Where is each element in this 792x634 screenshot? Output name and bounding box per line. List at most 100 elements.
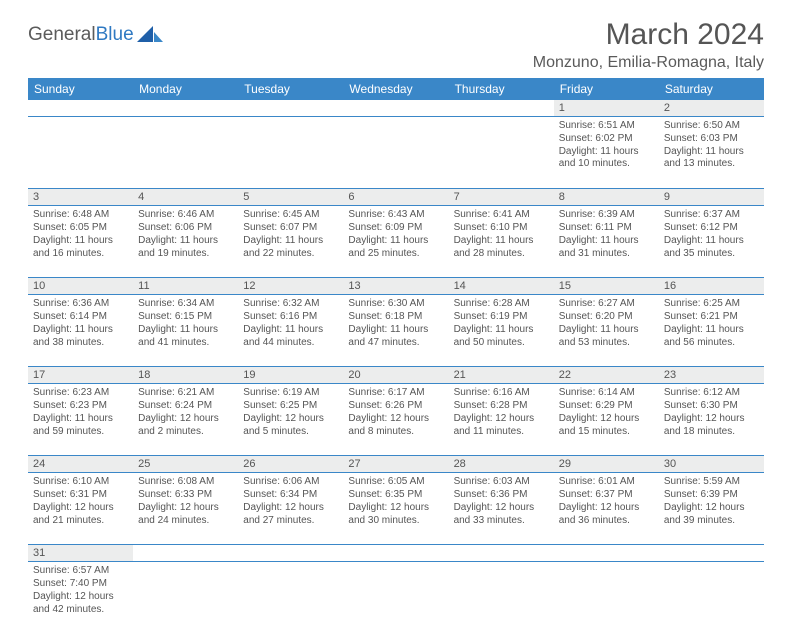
day1-text: Daylight: 12 hours [454, 502, 549, 515]
day-cell-14: Sunrise: 6:28 AMSunset: 6:19 PMDaylight:… [449, 295, 554, 367]
day2-text: and 13 minutes. [664, 158, 759, 171]
day1-text: Daylight: 11 hours [454, 324, 549, 337]
day1-text: Daylight: 11 hours [33, 324, 128, 337]
sunset-text: Sunset: 6:10 PM [454, 222, 549, 235]
day2-text: and 42 minutes. [33, 604, 128, 617]
day2-text: and 18 minutes. [664, 426, 759, 439]
sunset-text: Sunset: 6:37 PM [559, 489, 654, 502]
day-cell-8: Sunrise: 6:39 AMSunset: 6:11 PMDaylight:… [554, 206, 659, 278]
empty-daynum [238, 100, 343, 117]
sunset-text: Sunset: 6:11 PM [559, 222, 654, 235]
day2-text: and 39 minutes. [664, 515, 759, 528]
day-number-29: 29 [554, 456, 659, 473]
sunrise-text: Sunrise: 6:30 AM [348, 298, 443, 311]
sunset-text: Sunset: 6:09 PM [348, 222, 443, 235]
sunrise-text: Sunrise: 6:46 AM [138, 209, 233, 222]
logo-text-general: General [28, 24, 96, 46]
day-number-24: 24 [28, 456, 133, 473]
sunset-text: Sunset: 6:19 PM [454, 311, 549, 324]
daynum-row: 17181920212223 [28, 367, 764, 384]
day1-text: Daylight: 12 hours [664, 502, 759, 515]
day-number-30: 30 [659, 456, 764, 473]
day2-text: and 27 minutes. [243, 515, 338, 528]
day1-text: Daylight: 12 hours [243, 502, 338, 515]
sunset-text: Sunset: 6:14 PM [33, 311, 128, 324]
empty-daynum [343, 100, 448, 117]
empty-cell [133, 562, 238, 634]
day-cell-7: Sunrise: 6:41 AMSunset: 6:10 PMDaylight:… [449, 206, 554, 278]
sunset-text: Sunset: 6:24 PM [138, 400, 233, 413]
sail-icon [137, 24, 163, 42]
day-cell-28: Sunrise: 6:03 AMSunset: 6:36 PMDaylight:… [449, 473, 554, 545]
day1-text: Daylight: 11 hours [559, 324, 654, 337]
day1-text: Daylight: 11 hours [559, 235, 654, 248]
day-number-19: 19 [238, 367, 343, 384]
day2-text: and 25 minutes. [348, 248, 443, 261]
day-cell-5: Sunrise: 6:45 AMSunset: 6:07 PMDaylight:… [238, 206, 343, 278]
day2-text: and 38 minutes. [33, 337, 128, 350]
day1-text: Daylight: 11 hours [348, 235, 443, 248]
sunset-text: Sunset: 6:15 PM [138, 311, 233, 324]
day1-text: Daylight: 12 hours [138, 413, 233, 426]
sunset-text: Sunset: 6:07 PM [243, 222, 338, 235]
day-number-17: 17 [28, 367, 133, 384]
day1-text: Daylight: 12 hours [138, 502, 233, 515]
sunrise-text: Sunrise: 6:27 AM [559, 298, 654, 311]
empty-cell [659, 562, 764, 634]
sunrise-text: Sunrise: 6:14 AM [559, 387, 654, 400]
day2-text: and 22 minutes. [243, 248, 338, 261]
sunset-text: Sunset: 6:36 PM [454, 489, 549, 502]
day1-text: Daylight: 11 hours [348, 324, 443, 337]
sunrise-text: Sunrise: 6:36 AM [33, 298, 128, 311]
empty-daynum [28, 100, 133, 117]
empty-cell [238, 117, 343, 189]
empty-cell [554, 562, 659, 634]
day2-text: and 10 minutes. [559, 158, 654, 171]
day-cell-16: Sunrise: 6:25 AMSunset: 6:21 PMDaylight:… [659, 295, 764, 367]
day-number-11: 11 [133, 278, 238, 295]
empty-daynum [238, 545, 343, 562]
day-number-7: 7 [449, 189, 554, 206]
day-number-9: 9 [659, 189, 764, 206]
sunset-text: Sunset: 6:03 PM [664, 133, 759, 146]
empty-cell [28, 117, 133, 189]
calendar-table: SundayMondayTuesdayWednesdayThursdayFrid… [28, 78, 764, 634]
day2-text: and 53 minutes. [559, 337, 654, 350]
daynum-row: 3456789 [28, 189, 764, 206]
day2-text: and 28 minutes. [454, 248, 549, 261]
sunrise-text: Sunrise: 6:32 AM [243, 298, 338, 311]
sunrise-text: Sunrise: 6:08 AM [138, 476, 233, 489]
day-number-10: 10 [28, 278, 133, 295]
sunset-text: Sunset: 6:25 PM [243, 400, 338, 413]
sunrise-text: Sunrise: 5:59 AM [664, 476, 759, 489]
day-cell-29: Sunrise: 6:01 AMSunset: 6:37 PMDaylight:… [554, 473, 659, 545]
day1-text: Daylight: 11 hours [243, 235, 338, 248]
calendar-body: 12 Sunrise: 6:51 AMSunset: 6:02 PMDayligh… [28, 100, 764, 634]
day-cell-26: Sunrise: 6:06 AMSunset: 6:34 PMDaylight:… [238, 473, 343, 545]
day-number-16: 16 [659, 278, 764, 295]
sunset-text: Sunset: 6:02 PM [559, 133, 654, 146]
day2-text: and 30 minutes. [348, 515, 443, 528]
empty-daynum [449, 100, 554, 117]
sunrise-text: Sunrise: 6:12 AM [664, 387, 759, 400]
day-number-26: 26 [238, 456, 343, 473]
sunset-text: Sunset: 7:40 PM [33, 578, 128, 591]
day2-text: and 31 minutes. [559, 248, 654, 261]
weekday-tuesday: Tuesday [238, 78, 343, 100]
sunset-text: Sunset: 6:33 PM [138, 489, 233, 502]
day-number-21: 21 [449, 367, 554, 384]
sunrise-text: Sunrise: 6:05 AM [348, 476, 443, 489]
detail-row: Sunrise: 6:36 AMSunset: 6:14 PMDaylight:… [28, 295, 764, 367]
sunrise-text: Sunrise: 6:19 AM [243, 387, 338, 400]
empty-daynum [554, 545, 659, 562]
day1-text: Daylight: 11 hours [138, 235, 233, 248]
day-cell-10: Sunrise: 6:36 AMSunset: 6:14 PMDaylight:… [28, 295, 133, 367]
sunrise-text: Sunrise: 6:39 AM [559, 209, 654, 222]
day1-text: Daylight: 11 hours [454, 235, 549, 248]
sunrise-text: Sunrise: 6:34 AM [138, 298, 233, 311]
day-number-23: 23 [659, 367, 764, 384]
day-number-12: 12 [238, 278, 343, 295]
day2-text: and 16 minutes. [33, 248, 128, 261]
day-cell-1: Sunrise: 6:51 AMSunset: 6:02 PMDaylight:… [554, 117, 659, 189]
day-cell-17: Sunrise: 6:23 AMSunset: 6:23 PMDaylight:… [28, 384, 133, 456]
